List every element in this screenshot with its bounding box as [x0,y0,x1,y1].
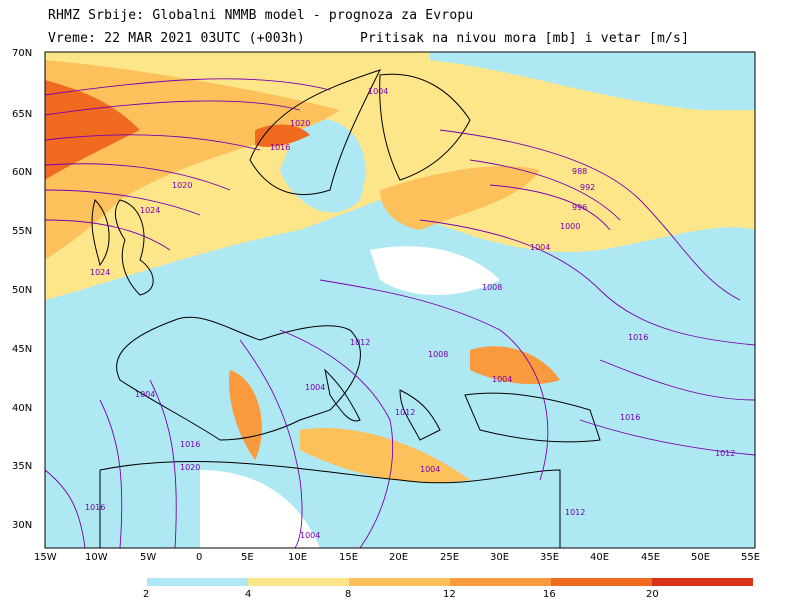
lon-label: 5E [241,552,254,563]
lon-label: 30E [490,552,509,563]
isobar-label: 1004 [530,243,550,252]
lat-label: 65N [12,109,32,120]
isobar-label: 1020 [172,181,192,190]
isobar-label: 988 [572,167,587,176]
lat-label: 40N [12,403,32,414]
isobar-label: 1000 [560,222,580,231]
colorbar-segment [248,578,349,586]
lon-label: 10E [288,552,307,563]
isobar-label: 1016 [180,440,200,449]
lon-label: 0 [196,552,202,563]
isobar-label: 1004 [300,531,320,540]
colorbar-segment [551,578,652,586]
isobar-label: 1008 [428,350,448,359]
isobar-label: 1016 [270,143,290,152]
isobar-label: 1020 [290,119,310,128]
colorbar-segment [450,578,551,586]
lat-label: 45N [12,344,32,355]
colorbar-segment [147,578,248,586]
lat-label: 70N [12,48,32,59]
isobar-label: 1024 [140,206,160,215]
forecast-time: Vreme: 22 MAR 2021 03UTC (+003h) [48,31,305,46]
lon-label: 20E [389,552,408,563]
lat-label: 55N [12,226,32,237]
isobar-label: 1004 [492,375,512,384]
colorbar-segment [652,578,753,586]
isobar-label: 1004 [420,465,440,474]
lon-label: 15E [339,552,358,563]
lon-label: 55E [741,552,760,563]
lat-label: 30N [12,520,32,531]
colorbar-tick: 20 [646,589,659,600]
isobar-labels: 1004 1016 1020 1024 1024 1020 1012 1008 … [85,87,735,540]
isobar-label: 1012 [565,508,585,517]
colorbar-tick: 16 [543,589,556,600]
lat-label: 50N [12,285,32,296]
lon-label: 10W [85,552,108,563]
map-variable: Pritisak na nivou mora [mb] i vetar [m/s… [360,31,690,46]
wind-field [45,52,755,548]
colorbar-tick: 12 [443,589,456,600]
map-title: RHMZ Srbije: Globalni NMMB model - progn… [48,8,474,23]
colorbar-segment [349,578,450,586]
lon-label: 25E [440,552,459,563]
colorbar-tick: 2 [143,589,149,600]
isobar-label: 1016 [620,413,640,422]
colorbar-ticks: 2 4 8 12 16 20 [143,589,659,600]
longitude-axis: 15W 10W 5W 0 5E 10E 15E 20E 25E 30E 35E … [34,552,760,563]
coastlines [91,69,601,548]
lon-label: 35E [540,552,559,563]
isobar-label: 1016 [85,503,105,512]
lon-label: 45E [641,552,660,563]
lon-label: 50E [691,552,710,563]
isobar-label: 1020 [180,463,200,472]
lat-label: 60N [12,167,32,178]
isobar-label: 1004 [135,390,155,399]
colorbar-tick: 4 [245,589,251,600]
isobar-label: 992 [580,183,595,192]
isobar-label: 1024 [90,268,110,277]
lon-label: 15W [34,552,57,563]
isobar-label: 1004 [368,87,388,96]
map-frame [44,51,756,549]
isobar-lines [45,78,755,548]
isobar-label: 1008 [482,283,502,292]
isobar-label: 1012 [715,449,735,458]
isobar-label: 1016 [628,333,648,342]
isobar-label: 1012 [350,338,370,347]
isobar-label: 1004 [305,383,325,392]
lon-label: 40E [590,552,609,563]
wind-speed-colorbar [147,578,753,586]
isobar-label: 1012 [395,408,415,417]
isobar-label: 996 [572,203,587,212]
latitude-axis: 70N 65N 60N 55N 50N 45N 40N 35N 30N [12,48,32,531]
lon-label: 5W [140,552,156,563]
colorbar-tick: 8 [345,589,351,600]
lat-label: 35N [12,461,32,472]
